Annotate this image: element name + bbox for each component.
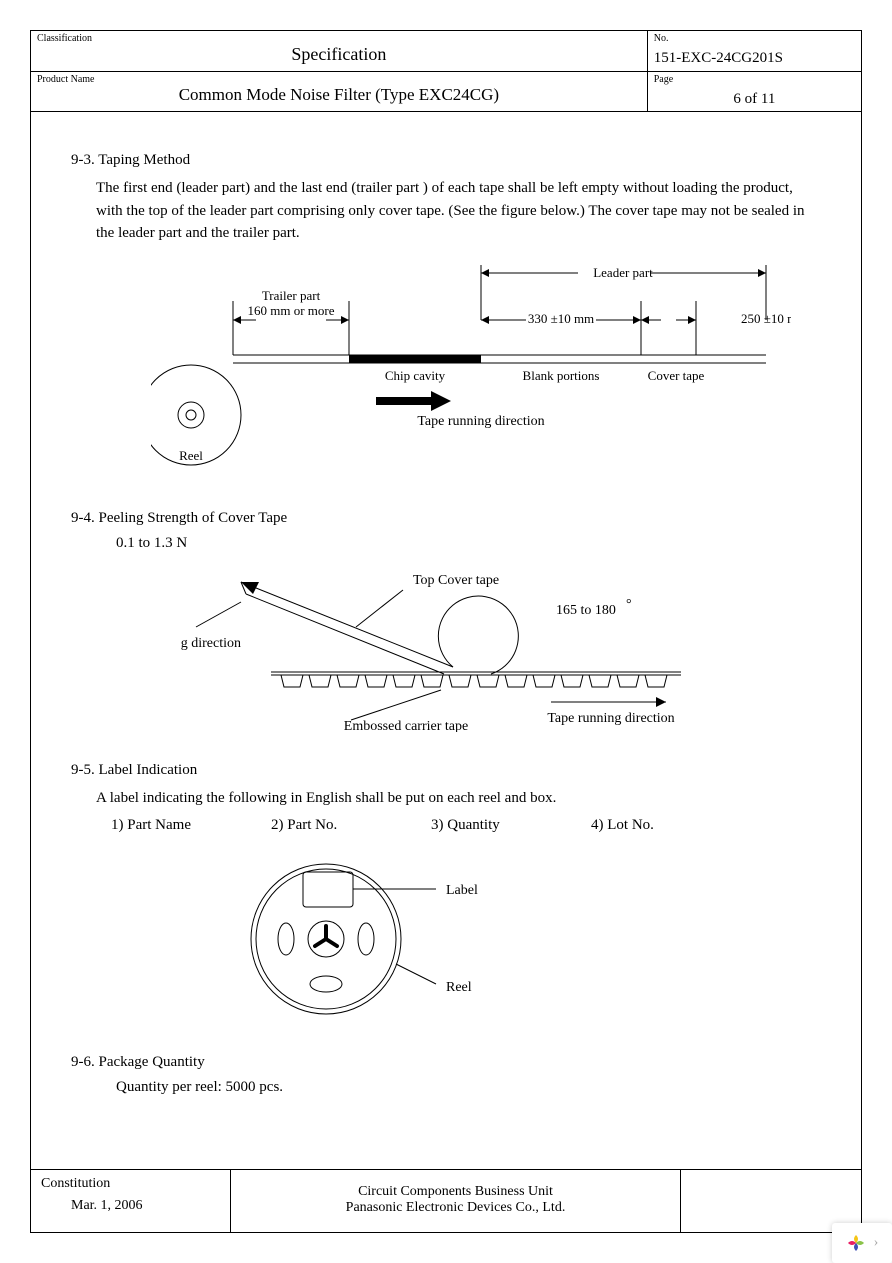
dim-330: 330 ±10 mm: [528, 311, 594, 326]
taping-diagram: Leader part Trailer part 160 mm or more: [151, 265, 791, 475]
embossed-label: Embossed carrier tape: [344, 719, 468, 732]
angle-value: 165 to 180: [556, 603, 616, 618]
page-label: Page: [654, 74, 855, 85]
product-label: Product Name: [37, 74, 641, 85]
label-callout: Label: [446, 883, 478, 898]
chevron-right-icon: ›: [874, 1235, 879, 1251]
degree-symbol: °: [626, 597, 632, 612]
footer-line2: Panasonic Electronic Devices Co., Ltd.: [241, 1200, 670, 1216]
classification-label: Classification: [37, 33, 641, 44]
dim-250: 250 ±10 mm: [741, 311, 791, 326]
constitution-label: Constitution: [41, 1176, 220, 1192]
leader-part-label: Leader part: [593, 265, 653, 280]
logo-icon: [846, 1233, 866, 1253]
sec-93-title: 9-3. Taping Method: [71, 152, 831, 169]
no-label: No.: [654, 33, 855, 44]
viewer-widget[interactable]: ›: [832, 1223, 892, 1263]
trailer-dim: 160 mm or more: [247, 303, 334, 318]
tape-running-label-2: Tape running direction: [547, 711, 674, 726]
reel-label: Reel: [179, 448, 203, 463]
cover-tape-label: Cover tape: [648, 368, 705, 383]
trailer-part-label: Trailer part: [262, 288, 321, 303]
sec-95-title: 9-5. Label Indication: [71, 762, 831, 779]
label-item-4: 4) Lot No.: [591, 817, 751, 834]
sec-93-text: The first end (leader part) and the last…: [96, 177, 821, 245]
tape-running-label: Tape running direction: [417, 414, 544, 429]
page-value: 6 of 11: [654, 85, 855, 108]
label-item-2: 2) Part No.: [271, 817, 431, 834]
chip-cavity-label: Chip cavity: [385, 368, 446, 383]
footer: Constitution Mar. 1, 2006 Circuit Compon…: [31, 1169, 861, 1232]
header-row-2: Product Name Common Mode Noise Filter (T…: [31, 72, 861, 112]
sec-96-text: Quantity per reel: 5000 pcs.: [116, 1079, 831, 1096]
sec-96-title: 9-6. Package Quantity: [71, 1054, 831, 1071]
blank-portions-label: Blank portions: [523, 368, 600, 383]
label-items-row: 1) Part Name 2) Part No. 3) Quantity 4) …: [111, 817, 831, 834]
product-value: Common Mode Noise Filter (Type EXC24CG): [37, 85, 641, 109]
peeling-direction-label: Peeling direction: [181, 636, 241, 651]
reel-callout: Reel: [446, 980, 472, 995]
label-item-3: 3) Quantity: [431, 817, 591, 834]
classification-value: Specification: [37, 44, 641, 69]
document-body: 9-3. Taping Method The first end (leader…: [31, 112, 861, 1126]
footer-line1: Circuit Components Business Unit: [241, 1184, 670, 1200]
sec-94-title: 9-4. Peeling Strength of Cover Tape: [71, 510, 831, 527]
no-value: 151-EXC-24CG201S: [654, 44, 855, 67]
peeling-diagram: Top Cover tape Peeling direction 165 to …: [181, 572, 741, 732]
sec-94-force: 0.1 to 1.3 N: [116, 535, 831, 552]
header-row-1: Classification Specification No. 151-EXC…: [31, 31, 861, 72]
sec-95-text: A label indicating the following in Engl…: [96, 787, 821, 810]
label-reel-diagram: Label Reel: [241, 854, 541, 1024]
label-item-1: 1) Part Name: [111, 817, 271, 834]
top-cover-label: Top Cover tape: [413, 573, 499, 588]
constitution-date: Mar. 1, 2006: [41, 1192, 220, 1214]
